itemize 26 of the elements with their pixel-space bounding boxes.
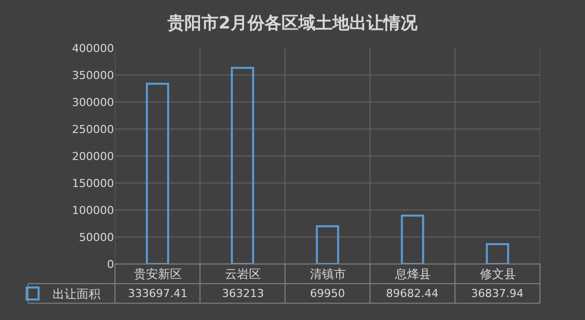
y-tick-label: 350000 bbox=[72, 68, 114, 82]
bar bbox=[400, 214, 424, 264]
chart-title: 贵阳市2月份各区域土地出让情况 bbox=[166, 13, 418, 34]
y-tick-label: 150000 bbox=[72, 176, 114, 190]
y-tick-label: 300000 bbox=[72, 96, 114, 109]
bar bbox=[316, 225, 340, 264]
y-tick-label: 400000 bbox=[72, 42, 114, 55]
y-tick-label: 250000 bbox=[72, 122, 114, 136]
bar bbox=[486, 243, 510, 264]
y-tick-label: 100000 bbox=[72, 204, 114, 217]
data-label: 69950 bbox=[310, 287, 345, 300]
y-tick-label: 200000 bbox=[72, 150, 114, 163]
y-tick-label: 0 bbox=[107, 258, 114, 271]
bar bbox=[146, 82, 170, 264]
legend-label: 出让面积 bbox=[52, 287, 101, 302]
x-tick-label: 云岩区 bbox=[225, 267, 261, 281]
data-label: 89682.44 bbox=[386, 287, 438, 300]
data-label: 363213 bbox=[222, 287, 264, 300]
data-label: 36837.94 bbox=[471, 287, 524, 300]
x-tick-label: 贵安新区 bbox=[134, 267, 182, 281]
data-label: 333697.41 bbox=[128, 287, 188, 300]
x-tick-label: 清镇市 bbox=[310, 267, 346, 281]
x-tick-label: 息烽县 bbox=[394, 267, 431, 281]
y-tick-label: 50000 bbox=[79, 230, 114, 244]
x-tick-label: 修文县 bbox=[480, 267, 516, 281]
bar bbox=[230, 66, 254, 264]
